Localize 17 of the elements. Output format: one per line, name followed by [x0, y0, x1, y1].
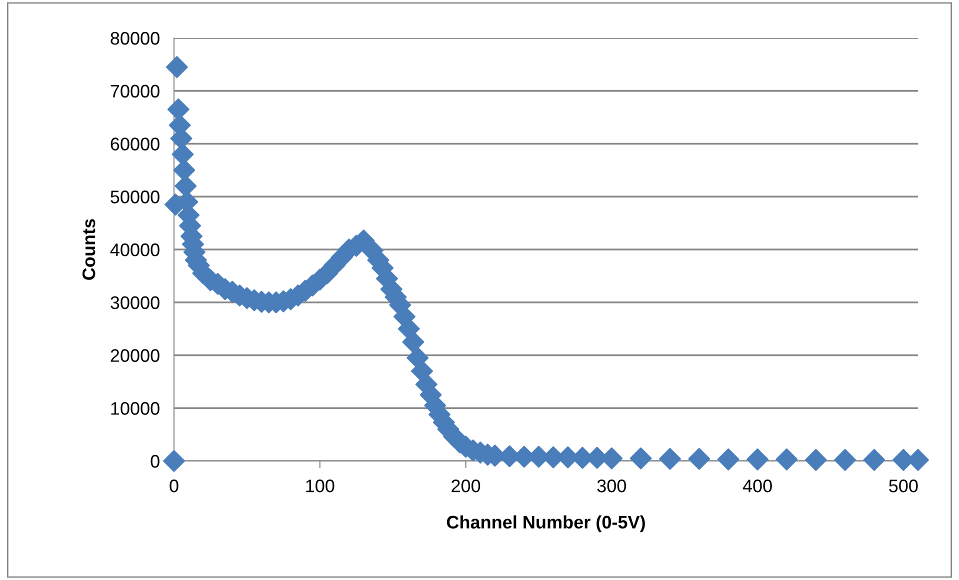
y-tick-label: 10000 [111, 402, 160, 415]
y-tick-label: 0 [150, 454, 160, 468]
x-tick-label: 200 [452, 480, 480, 492]
x-tick-label: 0 [170, 480, 178, 492]
x-tick-label: 300 [597, 480, 626, 492]
y-tick-label: 80000 [110, 32, 160, 45]
y-tick-label: 70000 [110, 84, 160, 98]
y-tick-label: 30000 [110, 296, 160, 310]
y-tick-label: 60000 [110, 138, 160, 150]
y-tick-label: 50000 [110, 190, 160, 204]
x-tick-label: 500 [889, 480, 918, 492]
x-tick-label: 400 [742, 480, 772, 492]
y-tick-label: 20000 [110, 349, 160, 362]
y-axis-title: Counts [82, 219, 96, 280]
x-tick-label: 100 [306, 480, 334, 492]
x-axis-title: Channel Number (0-5V) [446, 515, 645, 532]
y-tick-label: 40000 [110, 243, 160, 256]
